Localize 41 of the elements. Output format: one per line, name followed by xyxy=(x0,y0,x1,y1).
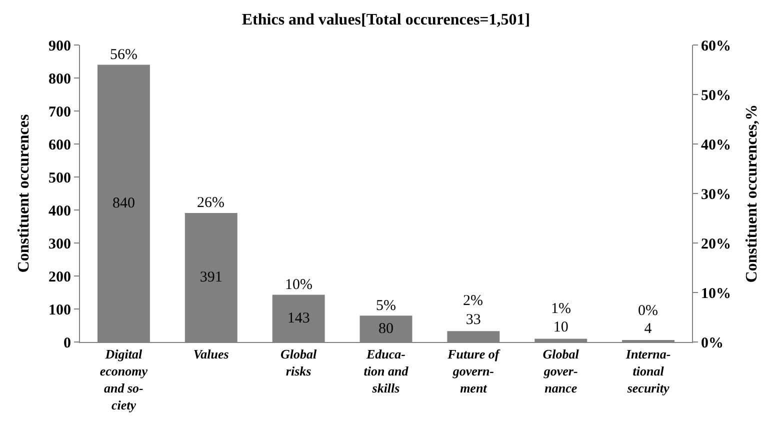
annotation: 5% xyxy=(376,298,396,314)
chart-title: Ethics and values[Total occurences=1,501] xyxy=(242,11,530,28)
annotation: 1% xyxy=(551,301,571,317)
data-label: 143 xyxy=(287,310,310,326)
y-axis-title: Constituent occurences xyxy=(15,114,32,273)
annotation: 10% xyxy=(285,277,312,293)
y2-tick-label: 60% xyxy=(701,38,731,54)
annotation: 2% xyxy=(463,293,483,309)
data-label: 80 xyxy=(378,320,394,337)
data-label: 4 xyxy=(644,321,652,337)
annotation: 26% xyxy=(197,195,224,211)
x-tick-label: Digital economy and so- ciety xyxy=(100,346,148,412)
data-label: 391 xyxy=(200,269,222,286)
data-label: 10 xyxy=(553,320,568,336)
x-tick-label: Interna- tional security xyxy=(624,346,671,396)
x-tick-label: Global gover- nance xyxy=(542,346,580,396)
annotation: 56% xyxy=(110,47,138,63)
x-tick-label: Educa- tion and skills xyxy=(364,346,409,396)
y2-tick-label: 50% xyxy=(701,88,731,104)
y2-tick-label: 20% xyxy=(701,236,731,252)
data-label: 840 xyxy=(112,195,135,212)
x-tick-label: Global risks xyxy=(280,346,318,378)
y-tick-label: 800 xyxy=(48,71,71,88)
y-tick-label: 200 xyxy=(48,269,71,286)
y2-tick-label: 0% xyxy=(701,335,724,352)
y-tick-label: 500 xyxy=(48,170,71,186)
y2-tick-label: 40% xyxy=(701,137,731,154)
y-tick-label: 600 xyxy=(48,137,71,154)
y2-tick-label: 30% xyxy=(701,186,731,203)
data-label: 33 xyxy=(466,312,481,328)
y2-tick-label: 10% xyxy=(701,286,731,302)
y2-axis-title: Constituent occurences,% xyxy=(744,104,761,283)
x-tick-label: Values xyxy=(193,346,229,362)
y-tick-label: 300 xyxy=(48,236,71,252)
y-tick-label: 0 xyxy=(64,335,71,352)
y-tick-label: 900 xyxy=(48,38,71,54)
y-tick-label: 100 xyxy=(48,302,71,318)
annotation: 0% xyxy=(638,303,658,319)
y-tick-label: 700 xyxy=(48,104,71,120)
y-tick-label: 400 xyxy=(48,203,71,220)
x-tick-label: Future of govern- ment xyxy=(446,346,501,396)
